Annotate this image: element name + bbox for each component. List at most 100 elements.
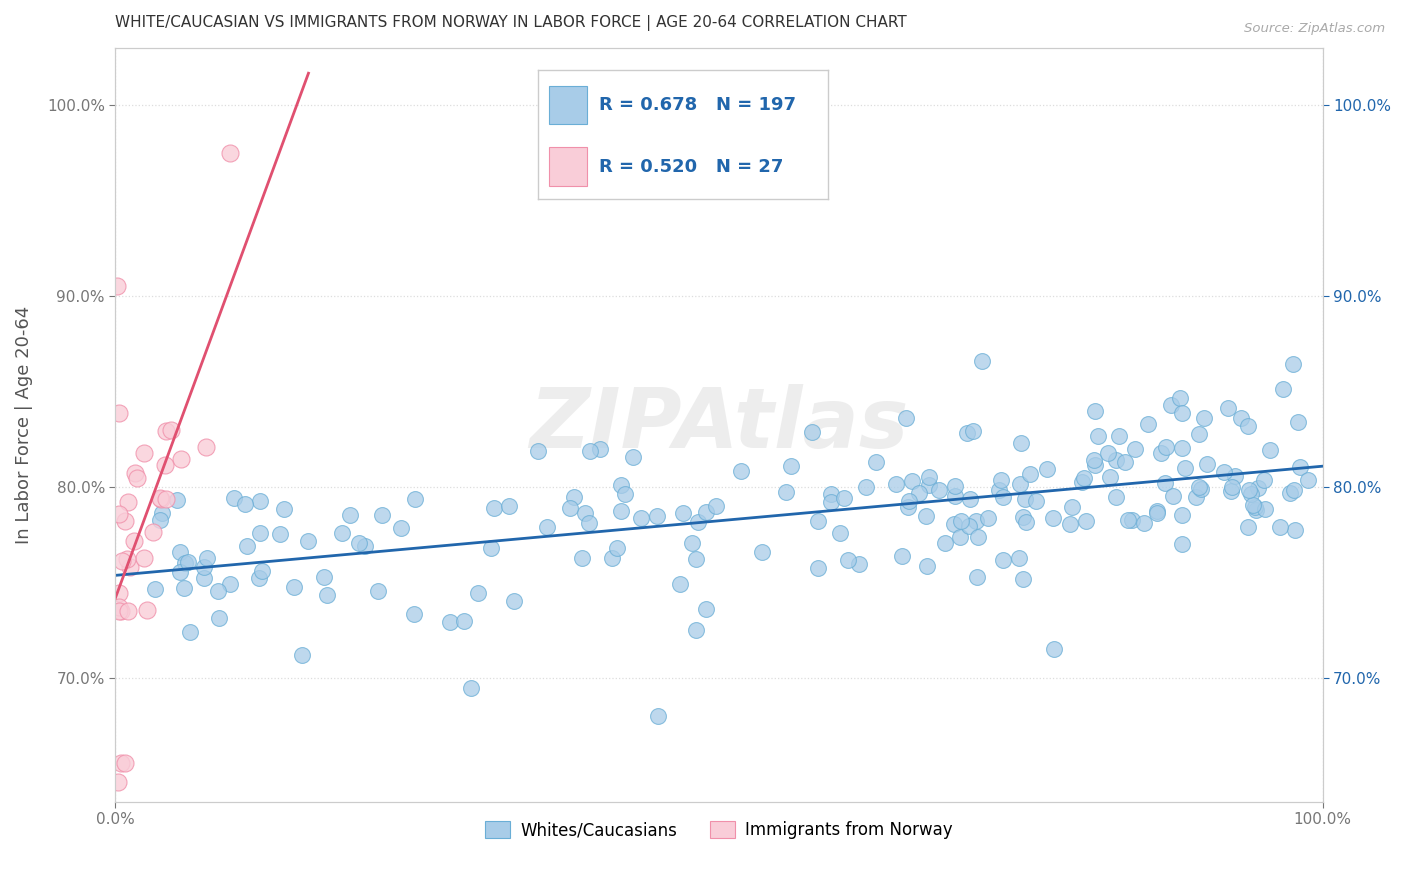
Point — [114, 756, 136, 771]
Point — [988, 483, 1011, 497]
Point — [1087, 428, 1109, 442]
Point — [1170, 508, 1192, 523]
Point — [896, 410, 918, 425]
Point — [669, 577, 692, 591]
Point — [389, 521, 412, 535]
Point — [176, 555, 198, 569]
Point — [330, 526, 353, 541]
Point — [848, 558, 870, 572]
Point — [918, 478, 941, 492]
Point — [460, 681, 482, 695]
Point — [943, 479, 966, 493]
Point — [1146, 506, 1168, 520]
Text: WHITE/CAUCASIAN VS IMMIGRANTS FROM NORWAY IN LABOR FORCE | AGE 20-64 CORRELATION: WHITE/CAUCASIAN VS IMMIGRANTS FROM NORWA… — [115, 15, 907, 31]
Point — [179, 625, 201, 640]
Point — [108, 599, 131, 614]
Point — [943, 489, 966, 503]
Point — [1271, 382, 1294, 396]
Point — [1244, 500, 1267, 515]
Point — [503, 593, 526, 607]
Point — [1012, 510, 1035, 524]
Point — [685, 623, 707, 637]
Point — [219, 145, 242, 160]
Point — [107, 775, 129, 789]
Point — [1160, 398, 1182, 412]
Point — [1296, 473, 1319, 487]
Point — [105, 279, 128, 293]
Y-axis label: In Labor Force | Age 20-64: In Labor Force | Age 20-64 — [15, 306, 32, 544]
Point — [118, 560, 141, 574]
Point — [249, 494, 271, 508]
Point — [1258, 442, 1281, 457]
Point — [117, 604, 139, 618]
Point — [1062, 500, 1084, 514]
Point — [247, 571, 270, 585]
Legend: Whites/Caucasians, Immigrants from Norway: Whites/Caucasians, Immigrants from Norwa… — [478, 814, 959, 846]
Point — [439, 615, 461, 630]
Point — [990, 473, 1012, 487]
Point — [630, 511, 652, 525]
Point — [193, 559, 215, 574]
Point — [606, 541, 628, 555]
Point — [536, 520, 558, 534]
Point — [1230, 410, 1253, 425]
Point — [1189, 482, 1212, 496]
Point — [574, 506, 596, 520]
Point — [1108, 428, 1130, 442]
Point — [1036, 462, 1059, 476]
Point — [108, 406, 131, 420]
Point — [160, 423, 183, 437]
Point — [1171, 441, 1194, 455]
Point — [1059, 517, 1081, 532]
Point — [1010, 436, 1032, 450]
Point — [993, 553, 1015, 567]
Point — [1161, 489, 1184, 503]
Point — [970, 353, 993, 368]
Point — [647, 708, 669, 723]
Point — [807, 561, 830, 575]
Point — [901, 474, 924, 488]
Point — [249, 525, 271, 540]
Point — [136, 603, 159, 617]
Point — [155, 491, 177, 506]
Point — [820, 487, 842, 501]
Point — [108, 507, 131, 521]
Point — [1084, 458, 1107, 472]
Point — [169, 565, 191, 579]
Point — [949, 514, 972, 528]
Point — [1084, 404, 1107, 418]
Point — [1213, 466, 1236, 480]
Point — [173, 581, 195, 595]
Point — [837, 552, 859, 566]
Point — [1220, 483, 1243, 498]
Point — [1286, 415, 1309, 429]
Text: Source: ZipAtlas.com: Source: ZipAtlas.com — [1244, 22, 1385, 36]
Point — [1073, 471, 1095, 485]
Point — [1171, 406, 1194, 420]
Point — [579, 444, 602, 458]
Point — [141, 524, 163, 539]
Point — [193, 571, 215, 585]
Point — [560, 501, 582, 516]
Point — [1105, 490, 1128, 504]
Point — [907, 486, 929, 500]
Point — [695, 505, 717, 519]
Point — [1099, 469, 1122, 483]
Point — [1150, 446, 1173, 460]
Point — [347, 536, 370, 550]
Point — [1042, 641, 1064, 656]
Point — [1195, 457, 1218, 471]
Point — [252, 564, 274, 578]
Point — [108, 604, 131, 618]
Point — [1137, 417, 1160, 431]
Point — [1097, 445, 1119, 459]
Point — [685, 551, 707, 566]
Point — [1011, 572, 1033, 586]
Point — [108, 585, 131, 599]
Point — [830, 526, 852, 541]
Point — [897, 500, 920, 515]
Point — [621, 450, 644, 464]
Point — [291, 648, 314, 662]
Point — [800, 425, 823, 439]
Point — [218, 577, 240, 591]
